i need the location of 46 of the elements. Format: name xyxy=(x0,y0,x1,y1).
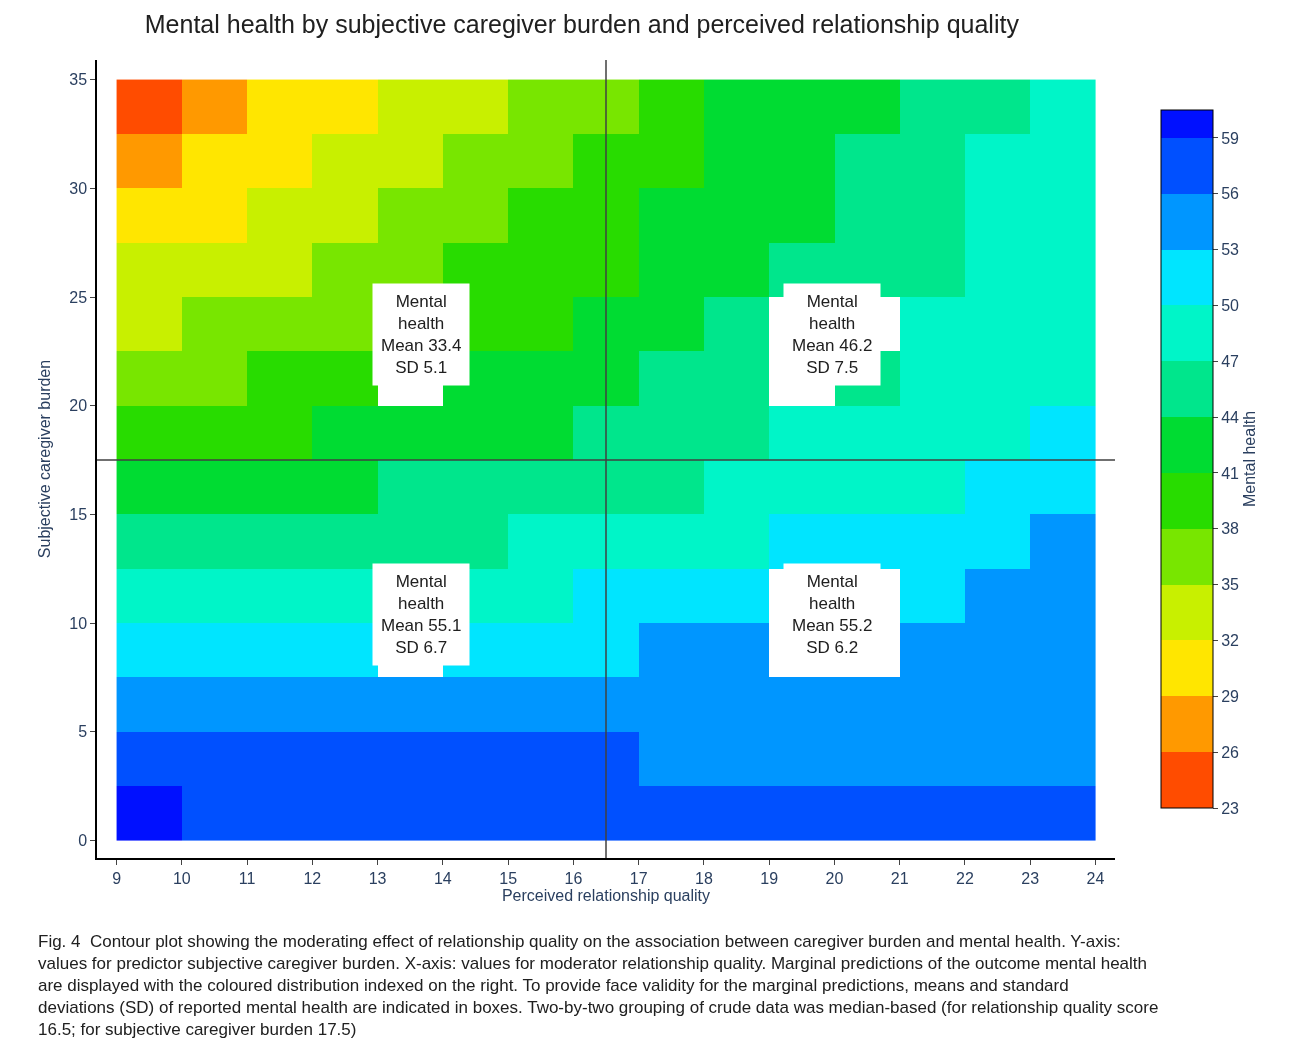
x-tick-label: 24 xyxy=(1086,869,1105,887)
x-tick-label: 21 xyxy=(890,869,909,887)
color-bar-label: 44 xyxy=(1221,408,1240,426)
color-bar-label: 26 xyxy=(1221,743,1240,761)
x-tick-label: 11 xyxy=(238,869,256,887)
y-axis-title: Subjective caregiver burden xyxy=(35,359,53,559)
x-tick-label: 9 xyxy=(112,869,122,887)
x-tick-label: 15 xyxy=(499,869,518,887)
color-bar-title: Mental health xyxy=(1241,410,1259,508)
chart-title: Mental health by subjective caregiver burden and perceived relationship quality xyxy=(144,10,1020,39)
x-tick-label: 22 xyxy=(956,869,974,887)
y-tick-label: 25 xyxy=(69,288,88,306)
x-tick-label: 23 xyxy=(1021,869,1040,887)
color-bar-label: 47 xyxy=(1221,352,1240,370)
color-bar-label: 50 xyxy=(1221,297,1240,315)
color-bar-label: 32 xyxy=(1221,632,1240,650)
annotation: Mental health Mean 55.2 SD 6.2 xyxy=(792,572,873,658)
x-tick-label: 19 xyxy=(760,869,779,887)
x-tick-label: 16 xyxy=(564,869,583,887)
y-tick-label: 20 xyxy=(69,397,88,415)
x-tick-label: 14 xyxy=(433,869,452,887)
y-tick-label: 35 xyxy=(69,71,88,89)
color-bar-label: 59 xyxy=(1221,129,1240,147)
annotation: Mental health Mean 46.2 SD 7.5 xyxy=(792,292,873,378)
x-tick-label: 18 xyxy=(694,869,713,887)
x-tick-label: 10 xyxy=(172,869,191,887)
y-tick-label: 15 xyxy=(69,506,88,524)
y-tick-label: 30 xyxy=(69,179,88,197)
color-bar-label: 56 xyxy=(1221,185,1240,203)
color-bar-label: 53 xyxy=(1221,241,1240,259)
color-bar-label: 23 xyxy=(1221,799,1240,817)
x-tick-label: 13 xyxy=(368,869,387,887)
y-tick-label: 0 xyxy=(78,832,88,850)
y-tick-label: 5 xyxy=(78,723,88,741)
x-tick-label: 12 xyxy=(303,869,322,887)
annotation: Mental health Mean 33.4 SD 5.1 xyxy=(381,292,462,378)
color-bar-label: 29 xyxy=(1221,687,1240,705)
color-bar-label: 41 xyxy=(1221,464,1240,482)
x-tick-label: 17 xyxy=(629,869,648,887)
x-tick-label: 20 xyxy=(825,869,844,887)
annotation: Mental health Mean 55.1 SD 6.7 xyxy=(381,572,462,658)
x-axis-title: Perceived relationship quality xyxy=(501,886,711,904)
y-tick-label: 10 xyxy=(69,614,88,632)
caption: Fig. 4 Contour plot showing the moderating effect of relationship quality on the association between caregiver burden and mental health. Y-axis: values for predictor subjective caregiver burden. X-axis: values for moderator relationship quality. Marginal predictions of the outcome mental health are displayed with the coloured distribution indexed on the right. To provide face validity for the marginal predictions, means and standard deviations (SD) of reported mental health are indicated in boxes. Two-by-two grouping of crude data was median-based (for relationship quality score 16.5; for subjective caregiver burden 17.5) xyxy=(38,932,1159,1040)
color-bar-label: 35 xyxy=(1221,576,1240,594)
color-bar-label: 38 xyxy=(1221,520,1240,538)
